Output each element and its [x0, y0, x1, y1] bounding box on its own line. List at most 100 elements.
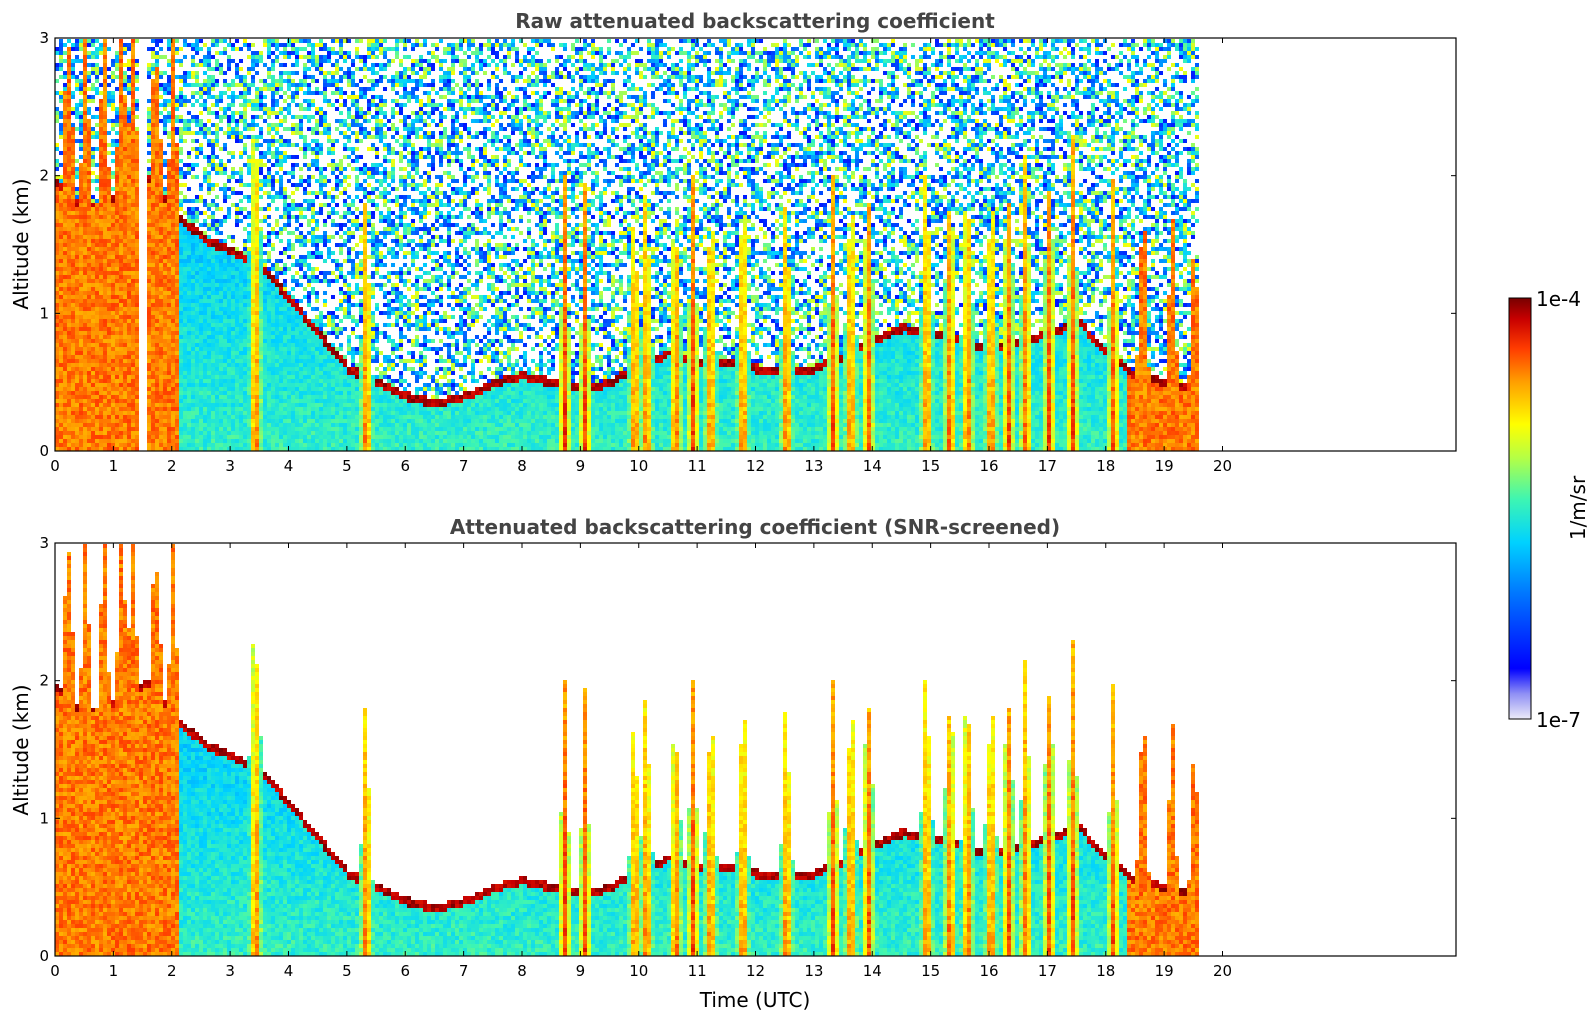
heatmap-cell [63, 347, 67, 351]
heatmap-cell [87, 139, 91, 143]
heatmap-cell [59, 115, 63, 119]
heatmap-cell [119, 119, 123, 123]
heatmap-cell [123, 263, 127, 267]
heatmap-cell [67, 415, 71, 419]
heatmap-cell [75, 215, 79, 219]
heatmap-cell [135, 59, 139, 63]
heatmap-cell [103, 319, 107, 323]
heatmap-cell [83, 187, 87, 191]
heatmap-cell [95, 431, 99, 435]
heatmap-cell [135, 343, 139, 347]
heatmap-cell [95, 443, 99, 447]
heatmap-cell [79, 283, 83, 287]
heatmap-cell [107, 411, 111, 415]
heatmap-cell [87, 435, 91, 439]
heatmap-cell [87, 371, 91, 375]
heatmap-cell [127, 383, 131, 387]
heatmap-cell [91, 163, 95, 167]
heatmap-cell [103, 163, 107, 167]
heatmap-cell [123, 435, 127, 439]
heatmap-cell [119, 47, 123, 51]
heatmap-cell [95, 255, 99, 259]
heatmap-cell [127, 123, 131, 127]
heatmap-cell [123, 403, 127, 407]
heatmap-cell [63, 227, 67, 231]
heatmap-cell [59, 279, 63, 283]
heatmap-cell [95, 339, 99, 343]
heatmap-cell [59, 227, 63, 231]
heatmap-cell [59, 263, 63, 267]
heatmap-cell [59, 415, 63, 419]
heatmap-cell [87, 383, 91, 387]
heatmap-cell [107, 395, 111, 399]
heatmap-cell [79, 323, 83, 327]
heatmap-cell [103, 279, 107, 283]
heatmap-cell [67, 323, 71, 327]
heatmap-cell [99, 99, 103, 103]
heatmap-cell [83, 51, 87, 55]
heatmap-cell [95, 67, 99, 71]
heatmap-cell [71, 335, 75, 339]
heatmap-cell [99, 239, 103, 243]
heatmap-cell [83, 359, 87, 363]
heatmap-cell [83, 311, 87, 315]
heatmap-cell [107, 175, 111, 179]
heatmap-cell [83, 159, 87, 163]
heatmap-cell [123, 247, 127, 251]
heatmap-cell [71, 267, 75, 271]
heatmap-cell [59, 191, 63, 195]
heatmap-cell [135, 63, 139, 67]
heatmap-cell [79, 147, 83, 151]
heatmap-cell [111, 347, 115, 351]
heatmap-cell [135, 279, 139, 283]
heatmap-cell [59, 275, 63, 279]
heatmap-cell [99, 311, 103, 315]
heatmap-cell [123, 119, 127, 123]
heatmap-cell [63, 383, 67, 387]
heatmap-cell [75, 323, 79, 327]
heatmap-cell [95, 247, 99, 251]
heatmap-cell [115, 219, 119, 223]
heatmap-cell [75, 87, 79, 91]
heatmap-cell [83, 267, 87, 271]
heatmap-cell [107, 119, 111, 123]
heatmap-cell [119, 435, 123, 439]
heatmap-cell [107, 251, 111, 255]
heatmap-cell [71, 159, 75, 163]
heatmap-cell [111, 207, 115, 211]
heatmap-cell [67, 119, 71, 123]
heatmap-cell [127, 363, 131, 367]
heatmap-cell [127, 111, 131, 115]
heatmap-cell [107, 295, 111, 299]
heatmap-cell [135, 239, 139, 243]
heatmap-cell [63, 271, 67, 275]
heatmap-cell [71, 63, 75, 67]
heatmap-cell [107, 243, 111, 247]
heatmap-cell [63, 231, 67, 235]
heatmap-cell [79, 47, 83, 51]
heatmap-cell [119, 407, 123, 411]
heatmap-cell [83, 247, 87, 251]
heatmap-cell [131, 195, 135, 199]
heatmap-cell [95, 131, 99, 135]
heatmap-cell [103, 167, 107, 171]
heatmap-cell [115, 215, 119, 219]
heatmap-cell [123, 127, 127, 131]
heatmap-cell [95, 211, 99, 215]
heatmap-cell [111, 359, 115, 363]
heatmap-cell [131, 351, 135, 355]
heatmap-cell [91, 355, 95, 359]
heatmap-cell [107, 419, 111, 423]
heatmap-cell [147, 379, 151, 383]
heatmap-cell [115, 227, 119, 231]
heatmap-cell [131, 175, 135, 179]
heatmap-cell [87, 291, 91, 295]
heatmap-cell [107, 99, 111, 103]
heatmap-cell [123, 207, 127, 211]
heatmap-cell [75, 207, 79, 211]
heatmap-cell [99, 131, 103, 135]
heatmap-cell [63, 207, 67, 211]
heatmap-cell [147, 383, 151, 387]
heatmap-cell [91, 195, 95, 199]
heatmap-cell [119, 195, 123, 199]
